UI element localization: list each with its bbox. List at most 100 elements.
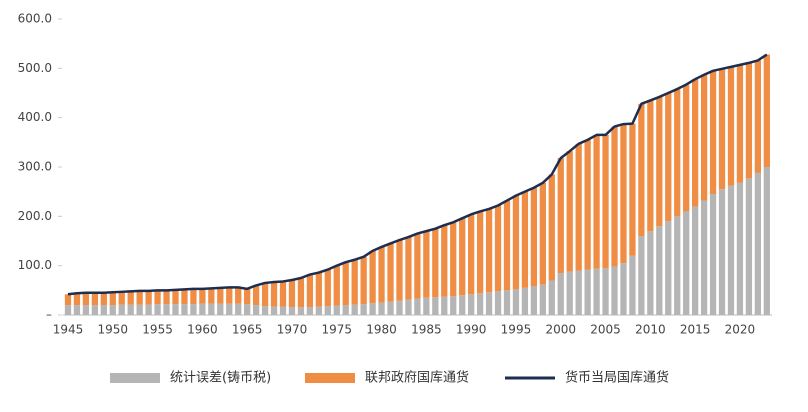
bar xyxy=(342,305,349,315)
bar xyxy=(485,292,493,315)
x-tick-label: 1970 xyxy=(277,323,308,337)
bar xyxy=(118,304,125,315)
bar xyxy=(91,305,98,315)
bar xyxy=(172,304,179,315)
bar xyxy=(638,236,645,315)
bar xyxy=(297,278,305,308)
bar xyxy=(692,206,699,315)
bar xyxy=(665,221,672,315)
bar xyxy=(683,211,690,315)
bar xyxy=(763,167,770,315)
bar xyxy=(754,60,761,173)
bar xyxy=(378,246,385,303)
bar xyxy=(468,294,475,315)
bar xyxy=(512,289,520,315)
bar xyxy=(190,288,197,305)
x-tick-label: 1965 xyxy=(232,323,263,337)
bar xyxy=(360,304,367,315)
bar xyxy=(235,303,242,315)
bar xyxy=(602,268,609,315)
bar xyxy=(306,307,314,315)
bar xyxy=(629,123,636,256)
bar xyxy=(539,182,546,285)
bar xyxy=(100,305,107,315)
bar xyxy=(503,200,511,291)
bar xyxy=(127,291,134,305)
bar xyxy=(566,151,573,272)
bar xyxy=(611,126,618,267)
bar xyxy=(279,306,287,315)
bar xyxy=(315,272,322,307)
bar xyxy=(674,216,681,315)
x-tick-label: 1980 xyxy=(366,323,397,337)
bar xyxy=(584,139,591,270)
y-tick-label: 100.0 xyxy=(18,258,52,272)
bar xyxy=(718,189,726,315)
bar xyxy=(73,305,81,315)
bar xyxy=(279,281,287,307)
bar xyxy=(351,304,358,315)
bar xyxy=(351,259,358,305)
bar xyxy=(593,268,600,315)
bar xyxy=(396,240,403,301)
y-tick-label: – xyxy=(46,308,52,322)
bar xyxy=(459,295,466,315)
bar xyxy=(530,286,538,315)
bar xyxy=(476,293,484,315)
bar xyxy=(575,143,582,271)
bar xyxy=(297,307,305,315)
x-tick-label: 2010 xyxy=(635,323,666,337)
bar xyxy=(118,291,125,305)
bar xyxy=(727,66,735,186)
bar xyxy=(692,79,699,207)
bar xyxy=(432,228,439,298)
y-tick-label: 400.0 xyxy=(18,110,52,124)
bar xyxy=(700,200,708,315)
legend-swatch xyxy=(305,373,355,383)
bar xyxy=(181,304,188,315)
bar xyxy=(656,96,663,227)
bar xyxy=(763,54,770,167)
bar xyxy=(709,194,717,315)
bar xyxy=(154,304,161,315)
bar xyxy=(378,302,385,315)
bar xyxy=(754,172,761,315)
bar xyxy=(181,289,188,305)
bar xyxy=(620,263,627,315)
x-tick-label: 1945 xyxy=(53,323,84,337)
bar xyxy=(745,178,753,315)
bar xyxy=(91,292,98,306)
x-tick-label: 2000 xyxy=(545,323,576,337)
bar xyxy=(459,218,466,296)
bar xyxy=(145,290,152,305)
bar xyxy=(333,305,340,315)
x-tick-label: 1975 xyxy=(321,323,352,337)
bar xyxy=(208,303,215,315)
y-tick-label: 300.0 xyxy=(18,160,52,174)
y-tick-label: 500.0 xyxy=(18,61,52,75)
bar xyxy=(324,269,331,307)
x-tick-label: 1990 xyxy=(456,323,487,337)
bar xyxy=(244,304,251,315)
bar xyxy=(127,304,134,315)
bar xyxy=(288,279,296,308)
bar xyxy=(521,191,529,288)
bar xyxy=(709,70,717,195)
bar xyxy=(745,62,753,179)
bar xyxy=(647,100,654,232)
bar xyxy=(244,288,251,305)
bar xyxy=(423,297,430,315)
bar xyxy=(396,300,403,315)
bar xyxy=(503,290,511,315)
bar xyxy=(172,289,179,305)
bar xyxy=(700,74,708,201)
x-tick-label: 1955 xyxy=(142,323,173,337)
bar xyxy=(82,305,90,315)
bar xyxy=(575,270,582,315)
bar xyxy=(521,287,529,315)
bar xyxy=(718,68,726,190)
bar xyxy=(450,296,457,315)
bar xyxy=(199,288,206,304)
bar xyxy=(656,226,663,315)
